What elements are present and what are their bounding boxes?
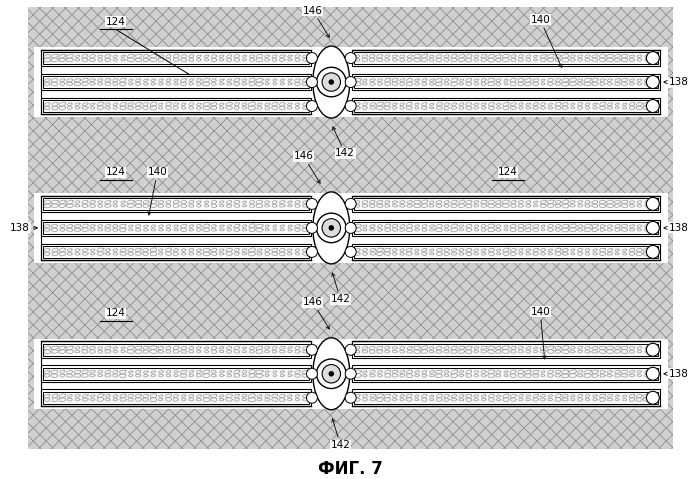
Circle shape	[647, 343, 659, 356]
Circle shape	[317, 67, 346, 97]
Text: ФИГ. 7: ФИГ. 7	[318, 460, 383, 478]
Bar	[354, 222, 658, 234]
Circle shape	[322, 219, 340, 237]
Text: 138: 138	[10, 223, 37, 233]
Bar	[352, 365, 661, 382]
Bar	[34, 47, 668, 117]
Text: 138: 138	[664, 369, 689, 379]
Bar	[352, 342, 661, 358]
Bar	[41, 98, 311, 114]
Text: 124: 124	[106, 167, 126, 177]
Ellipse shape	[313, 338, 350, 410]
Bar	[352, 74, 661, 91]
Bar	[352, 195, 661, 212]
Circle shape	[306, 368, 317, 379]
Circle shape	[306, 222, 317, 233]
Circle shape	[317, 213, 346, 243]
Bar	[43, 100, 309, 112]
Text: 142: 142	[331, 419, 350, 450]
Bar	[34, 193, 668, 263]
Bar	[352, 219, 661, 236]
Circle shape	[345, 344, 356, 355]
Bar	[41, 219, 311, 236]
Text: 138: 138	[664, 223, 689, 233]
Bar	[354, 198, 658, 210]
Bar	[34, 339, 668, 409]
Circle shape	[306, 53, 317, 64]
Bar	[43, 246, 309, 258]
Text: 124: 124	[498, 167, 518, 177]
Circle shape	[647, 391, 659, 404]
Bar	[43, 392, 309, 404]
Bar	[41, 342, 311, 358]
Text: 140: 140	[531, 307, 550, 359]
Circle shape	[329, 371, 334, 376]
Circle shape	[345, 198, 356, 209]
Circle shape	[306, 392, 317, 403]
Bar	[354, 52, 658, 64]
Circle shape	[647, 245, 659, 258]
Circle shape	[345, 392, 356, 403]
Text: 146: 146	[303, 6, 329, 37]
Circle shape	[647, 52, 659, 65]
Circle shape	[345, 101, 356, 112]
Bar	[354, 392, 658, 404]
Circle shape	[345, 246, 356, 257]
Bar	[354, 246, 658, 258]
Bar	[354, 76, 658, 88]
Text: 140: 140	[531, 15, 562, 68]
Circle shape	[647, 221, 659, 234]
Text: 146: 146	[303, 297, 329, 329]
Circle shape	[317, 359, 346, 388]
Bar	[352, 244, 661, 260]
Text: 142: 142	[331, 273, 350, 304]
Circle shape	[329, 80, 334, 85]
Bar	[43, 368, 309, 380]
Bar	[41, 244, 311, 260]
Bar	[352, 50, 661, 67]
Bar	[43, 52, 309, 64]
Bar	[43, 76, 309, 88]
Circle shape	[647, 100, 659, 113]
Text: 146: 146	[294, 151, 320, 183]
Bar	[354, 100, 658, 112]
Bar	[43, 344, 309, 356]
Text: 142: 142	[333, 127, 355, 159]
Text: 124: 124	[106, 308, 126, 319]
Circle shape	[306, 344, 317, 355]
Circle shape	[306, 246, 317, 257]
Bar	[41, 389, 311, 406]
Circle shape	[322, 73, 340, 91]
Circle shape	[345, 53, 356, 64]
Circle shape	[345, 222, 356, 233]
Ellipse shape	[313, 192, 350, 264]
Circle shape	[647, 76, 659, 89]
Circle shape	[329, 225, 334, 231]
Bar	[352, 98, 661, 114]
Bar	[41, 50, 311, 67]
Bar	[43, 198, 309, 210]
Bar	[41, 195, 311, 212]
Bar	[41, 74, 311, 91]
Circle shape	[322, 365, 340, 383]
Ellipse shape	[313, 46, 350, 118]
Text: 138: 138	[664, 77, 689, 87]
Bar	[43, 222, 309, 234]
Text: 140: 140	[147, 167, 167, 215]
Circle shape	[647, 367, 659, 380]
Circle shape	[345, 77, 356, 88]
Circle shape	[306, 101, 317, 112]
Circle shape	[306, 77, 317, 88]
Circle shape	[306, 198, 317, 209]
Text: 124: 124	[106, 17, 126, 27]
Circle shape	[345, 368, 356, 379]
Bar	[41, 365, 311, 382]
Bar	[352, 389, 661, 406]
Bar	[354, 344, 658, 356]
Circle shape	[647, 197, 659, 210]
Bar	[354, 368, 658, 380]
